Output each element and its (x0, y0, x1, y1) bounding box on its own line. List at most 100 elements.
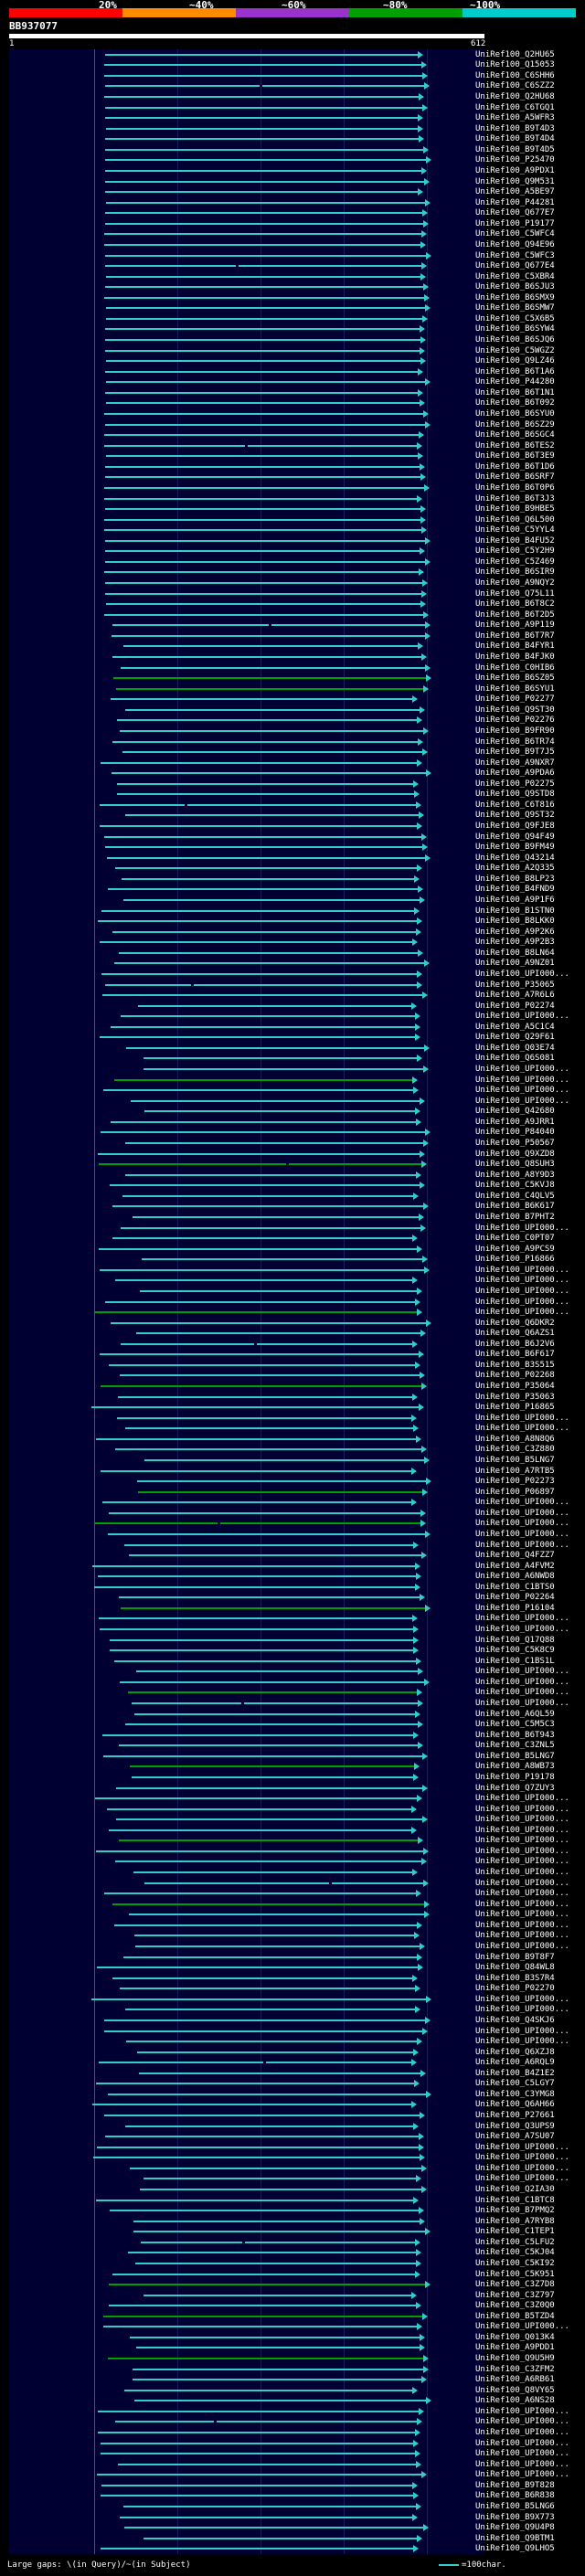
hit-label[interactable]: UniRef100_Q29F61 (475, 1033, 555, 1043)
alignment-line[interactable] (105, 476, 420, 479)
alignment-line[interactable] (142, 1258, 422, 1261)
alignment-line[interactable] (105, 592, 421, 595)
hit-label[interactable]: UniRef100_UPI000... (475, 2026, 569, 2036)
hit-label[interactable]: UniRef100_B6F617 (475, 1350, 555, 1360)
hit-label[interactable]: UniRef100_UPI000... (475, 2470, 569, 2480)
alignment-line[interactable] (112, 772, 426, 775)
hit-label[interactable]: UniRef100_UPI000... (475, 2142, 569, 2152)
alignment-line[interactable] (116, 1818, 422, 1821)
alignment-line[interactable] (109, 1511, 420, 1514)
hit-label[interactable]: UniRef100_A9NXR7 (475, 758, 555, 768)
alignment-line[interactable] (133, 1215, 419, 1218)
alignment-line[interactable] (101, 1131, 425, 1134)
alignment-line[interactable] (130, 2336, 420, 2338)
alignment-line[interactable] (123, 645, 418, 648)
alignment-line[interactable] (129, 1554, 421, 1557)
alignment-line[interactable] (133, 2231, 425, 2233)
hit-label[interactable]: UniRef100_B7PHT2 (475, 1212, 555, 1222)
alignment-line[interactable] (107, 856, 425, 859)
alignment-line[interactable] (117, 719, 417, 722)
hit-label[interactable]: UniRef100_UPI000... (475, 2322, 569, 2332)
alignment-line[interactable] (106, 360, 420, 363)
alignment-line[interactable] (100, 1268, 424, 1271)
hit-label[interactable]: UniRef100_Q6DKR2 (475, 1318, 555, 1328)
hit-label[interactable]: UniRef100_B4FYR1 (475, 641, 555, 652)
alignment-line[interactable] (114, 962, 424, 965)
hit-label[interactable]: UniRef100_A9PDA6 (475, 769, 555, 779)
hit-label[interactable]: UniRef100_A9P2B3 (475, 938, 555, 948)
hit-label[interactable]: UniRef100_C5XBR4 (475, 271, 555, 281)
alignment-line[interactable] (134, 2400, 426, 2402)
alignment-line[interactable] (129, 1913, 424, 1916)
alignment-line[interactable] (105, 539, 425, 542)
hit-label[interactable]: UniRef100_Q84WL8 (475, 1963, 555, 1973)
hit-label[interactable]: UniRef100_UPI000... (475, 2174, 569, 2184)
alignment-line[interactable] (119, 1744, 418, 1747)
hit-label[interactable]: UniRef100_B6TES2 (475, 440, 555, 451)
hit-label[interactable]: UniRef100_UPI000... (475, 1994, 569, 2004)
hit-label[interactable]: UniRef100_B6SMX9 (475, 292, 555, 302)
alignment-line[interactable] (104, 434, 419, 437)
alignment-line[interactable] (109, 2284, 425, 2286)
alignment-line[interactable] (115, 1279, 412, 1282)
alignment-line[interactable] (105, 106, 422, 109)
alignment-line[interactable] (105, 983, 417, 986)
alignment-line[interactable] (104, 518, 420, 521)
hit-label[interactable]: UniRef100_UPI000... (475, 969, 569, 979)
alignment-line[interactable] (105, 117, 418, 120)
hit-label[interactable]: UniRef100_UPI000... (475, 2037, 569, 2047)
alignment-line[interactable] (105, 170, 421, 172)
alignment-line[interactable] (94, 1585, 415, 1588)
alignment-line[interactable] (104, 233, 421, 236)
hit-label[interactable]: UniRef100_UPI000... (475, 1815, 569, 1825)
alignment-line[interactable] (121, 1342, 412, 1345)
alignment-line[interactable] (144, 2178, 416, 2180)
hit-label[interactable]: UniRef100_C3YMG8 (475, 2089, 555, 2099)
alignment-line[interactable] (122, 751, 422, 754)
alignment-line[interactable] (105, 465, 420, 468)
hit-label[interactable]: UniRef100_B6T1D6 (475, 461, 555, 472)
alignment-line[interactable] (136, 1670, 418, 1673)
alignment-line[interactable] (101, 2495, 413, 2497)
alignment-line[interactable] (114, 1078, 412, 1081)
alignment-line[interactable] (91, 1406, 419, 1409)
hit-label[interactable]: UniRef100_C3ZNL5 (475, 1741, 555, 1751)
alignment-line[interactable] (112, 2273, 415, 2275)
alignment-line[interactable] (98, 2410, 419, 2412)
hit-label[interactable]: UniRef100_UPI000... (475, 1223, 569, 1233)
alignment-line[interactable] (104, 2030, 422, 2032)
hit-label[interactable]: UniRef100_UPI000... (475, 2438, 569, 2448)
alignment-line[interactable] (134, 1935, 414, 1937)
hit-label[interactable]: UniRef100_P19178 (475, 1772, 555, 1782)
hit-label[interactable]: UniRef100_UPI000... (475, 1836, 569, 1846)
alignment-line[interactable] (120, 729, 423, 732)
alignment-line[interactable] (101, 1469, 411, 1472)
hit-label[interactable]: UniRef100_Q013K4 (475, 2332, 555, 2342)
alignment-line[interactable] (105, 265, 421, 268)
alignment-line[interactable] (101, 761, 417, 764)
alignment-line[interactable] (99, 1617, 412, 1620)
hit-label[interactable]: UniRef100_UPI000... (475, 1941, 569, 1951)
hit-label[interactable]: UniRef100_UPI000... (475, 1794, 569, 1804)
alignment-line[interactable] (136, 2347, 420, 2349)
alignment-line[interactable] (105, 53, 418, 56)
alignment-line[interactable] (104, 444, 417, 447)
alignment-line[interactable] (110, 1649, 413, 1652)
hit-label[interactable]: UniRef100_B6T0P6 (475, 482, 555, 493)
alignment-line[interactable] (99, 1163, 421, 1166)
hit-label[interactable]: UniRef100_B4FU52 (475, 535, 555, 546)
alignment-line[interactable] (130, 2167, 421, 2169)
hit-label[interactable]: UniRef100_C3Z880 (475, 1445, 555, 1455)
hit-label[interactable]: UniRef100_C6T816 (475, 800, 555, 810)
hit-label[interactable]: UniRef100_UPI000... (475, 1276, 569, 1286)
hit-label[interactable]: UniRef100_UPI000... (475, 1413, 569, 1423)
hit-label[interactable]: UniRef100_Q3UPS9 (475, 2121, 555, 2131)
alignment-line[interactable] (124, 2389, 412, 2391)
alignment-line[interactable] (134, 1712, 415, 1715)
alignment-line[interactable] (106, 127, 418, 130)
alignment-line[interactable] (115, 1448, 421, 1451)
alignment-line[interactable] (121, 1015, 415, 1018)
alignment-line[interactable] (125, 2125, 413, 2127)
hit-label[interactable]: UniRef100_Q677E4 (475, 261, 555, 271)
alignment-line[interactable] (104, 613, 423, 616)
